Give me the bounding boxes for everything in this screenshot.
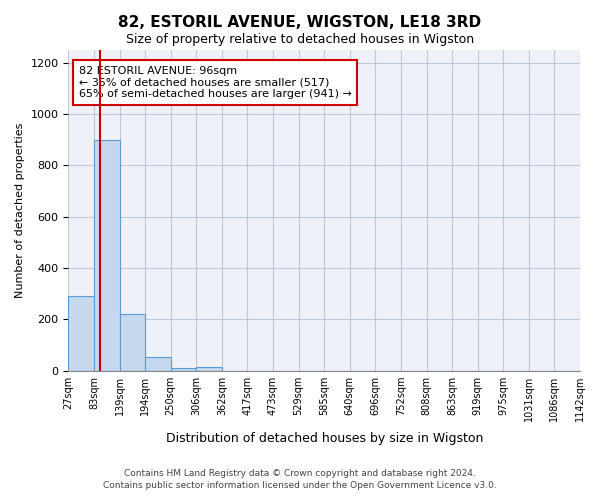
Text: Contains HM Land Registry data © Crown copyright and database right 2024.
Contai: Contains HM Land Registry data © Crown c… xyxy=(103,468,497,490)
Bar xyxy=(68,296,94,370)
Y-axis label: Number of detached properties: Number of detached properties xyxy=(15,122,25,298)
Text: Size of property relative to detached houses in Wigston: Size of property relative to detached ho… xyxy=(126,32,474,46)
Bar xyxy=(94,140,119,370)
X-axis label: Distribution of detached houses by size in Wigston: Distribution of detached houses by size … xyxy=(166,432,483,445)
Text: 82 ESTORIL AVENUE: 96sqm
← 35% of detached houses are smaller (517)
65% of semi-: 82 ESTORIL AVENUE: 96sqm ← 35% of detach… xyxy=(79,66,352,99)
Bar xyxy=(171,368,196,370)
Bar xyxy=(145,356,171,370)
Bar xyxy=(119,314,145,370)
Bar xyxy=(196,367,222,370)
Text: 82, ESTORIL AVENUE, WIGSTON, LE18 3RD: 82, ESTORIL AVENUE, WIGSTON, LE18 3RD xyxy=(118,15,482,30)
